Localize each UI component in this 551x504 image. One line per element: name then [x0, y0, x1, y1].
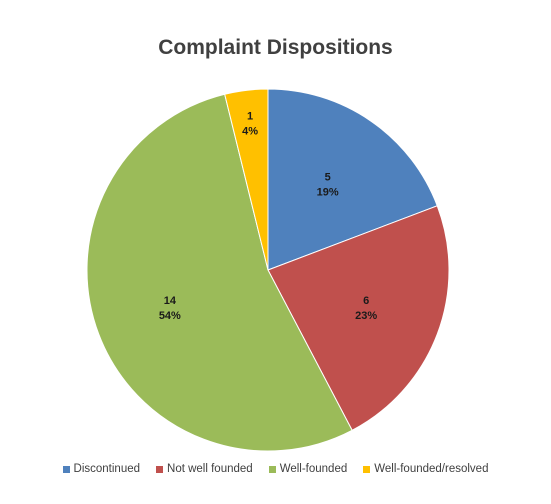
data-label-percent-discontinued: 19%: [317, 187, 339, 199]
legend-swatch: [62, 465, 70, 473]
data-label-value-discontinued: 5: [325, 172, 331, 184]
data-label-value-well-founded-resolved: 1: [247, 111, 253, 123]
pie-slice-well-founded: [86, 93, 353, 452]
legend-label: Discontinued: [73, 463, 141, 475]
data-label-value-well-founded: 14: [164, 295, 177, 307]
legend-label: Well-founded: [279, 463, 348, 475]
legend-swatch: [156, 465, 164, 473]
legend-item-well-founded-resolved: Well-founded/resolved: [363, 463, 488, 475]
legend-label: Not well founded: [167, 463, 253, 475]
data-label-percent-not-well-founded: 23%: [355, 310, 377, 322]
legend-swatch: [363, 465, 371, 473]
legend-item-discontinued: Discontinued: [62, 463, 141, 475]
legend-item-not-well-founded: Not well founded: [156, 463, 253, 475]
legend-swatch: [268, 465, 276, 473]
data-label-value-not-well-founded: 6: [363, 295, 369, 307]
pie-slice-discontinued: [267, 88, 438, 271]
chart-title: Complaint Dispositions: [158, 36, 393, 59]
legend-item-well-founded: Well-founded: [268, 463, 348, 475]
legend-label: Well-founded/resolved: [374, 463, 489, 475]
pie-slice-well-founded-resolved: [224, 88, 269, 271]
data-label-percent-well-founded: 54%: [159, 310, 181, 322]
legend: Discontinued Not well founded Well-founded…: [0, 463, 551, 475]
pie-slice-not-well-founded: [267, 205, 450, 431]
data-label-percent-well-founded-resolved: 4%: [242, 126, 258, 138]
